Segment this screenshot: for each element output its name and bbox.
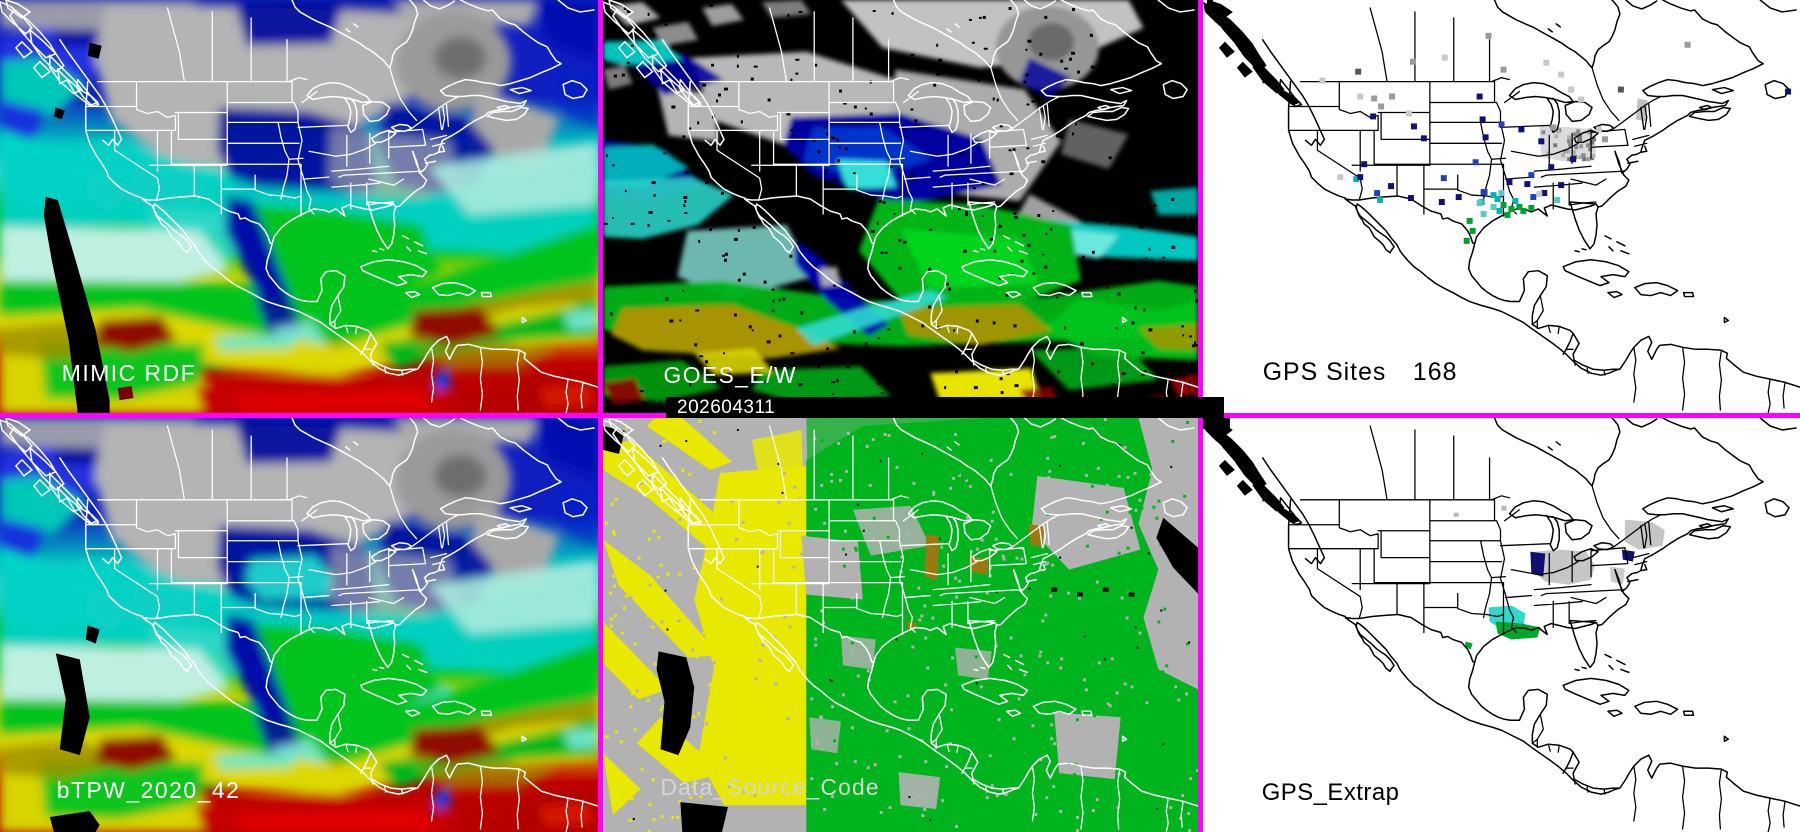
svg-text:168: 168 [1413, 358, 1457, 386]
svg-text:Data_Source_Code: Data_Source_Code [661, 774, 880, 800]
svg-text:MIMIC RDF: MIMIC RDF [62, 360, 196, 386]
svg-text:GOES_E/W: GOES_E/W [663, 362, 796, 388]
svg-text:GPS Sites: GPS Sites [1263, 358, 1387, 386]
svg-text:GPS_Extrap: GPS_Extrap [1262, 779, 1400, 806]
svg-text:bTPW_2020_42: bTPW_2020_42 [57, 777, 241, 803]
